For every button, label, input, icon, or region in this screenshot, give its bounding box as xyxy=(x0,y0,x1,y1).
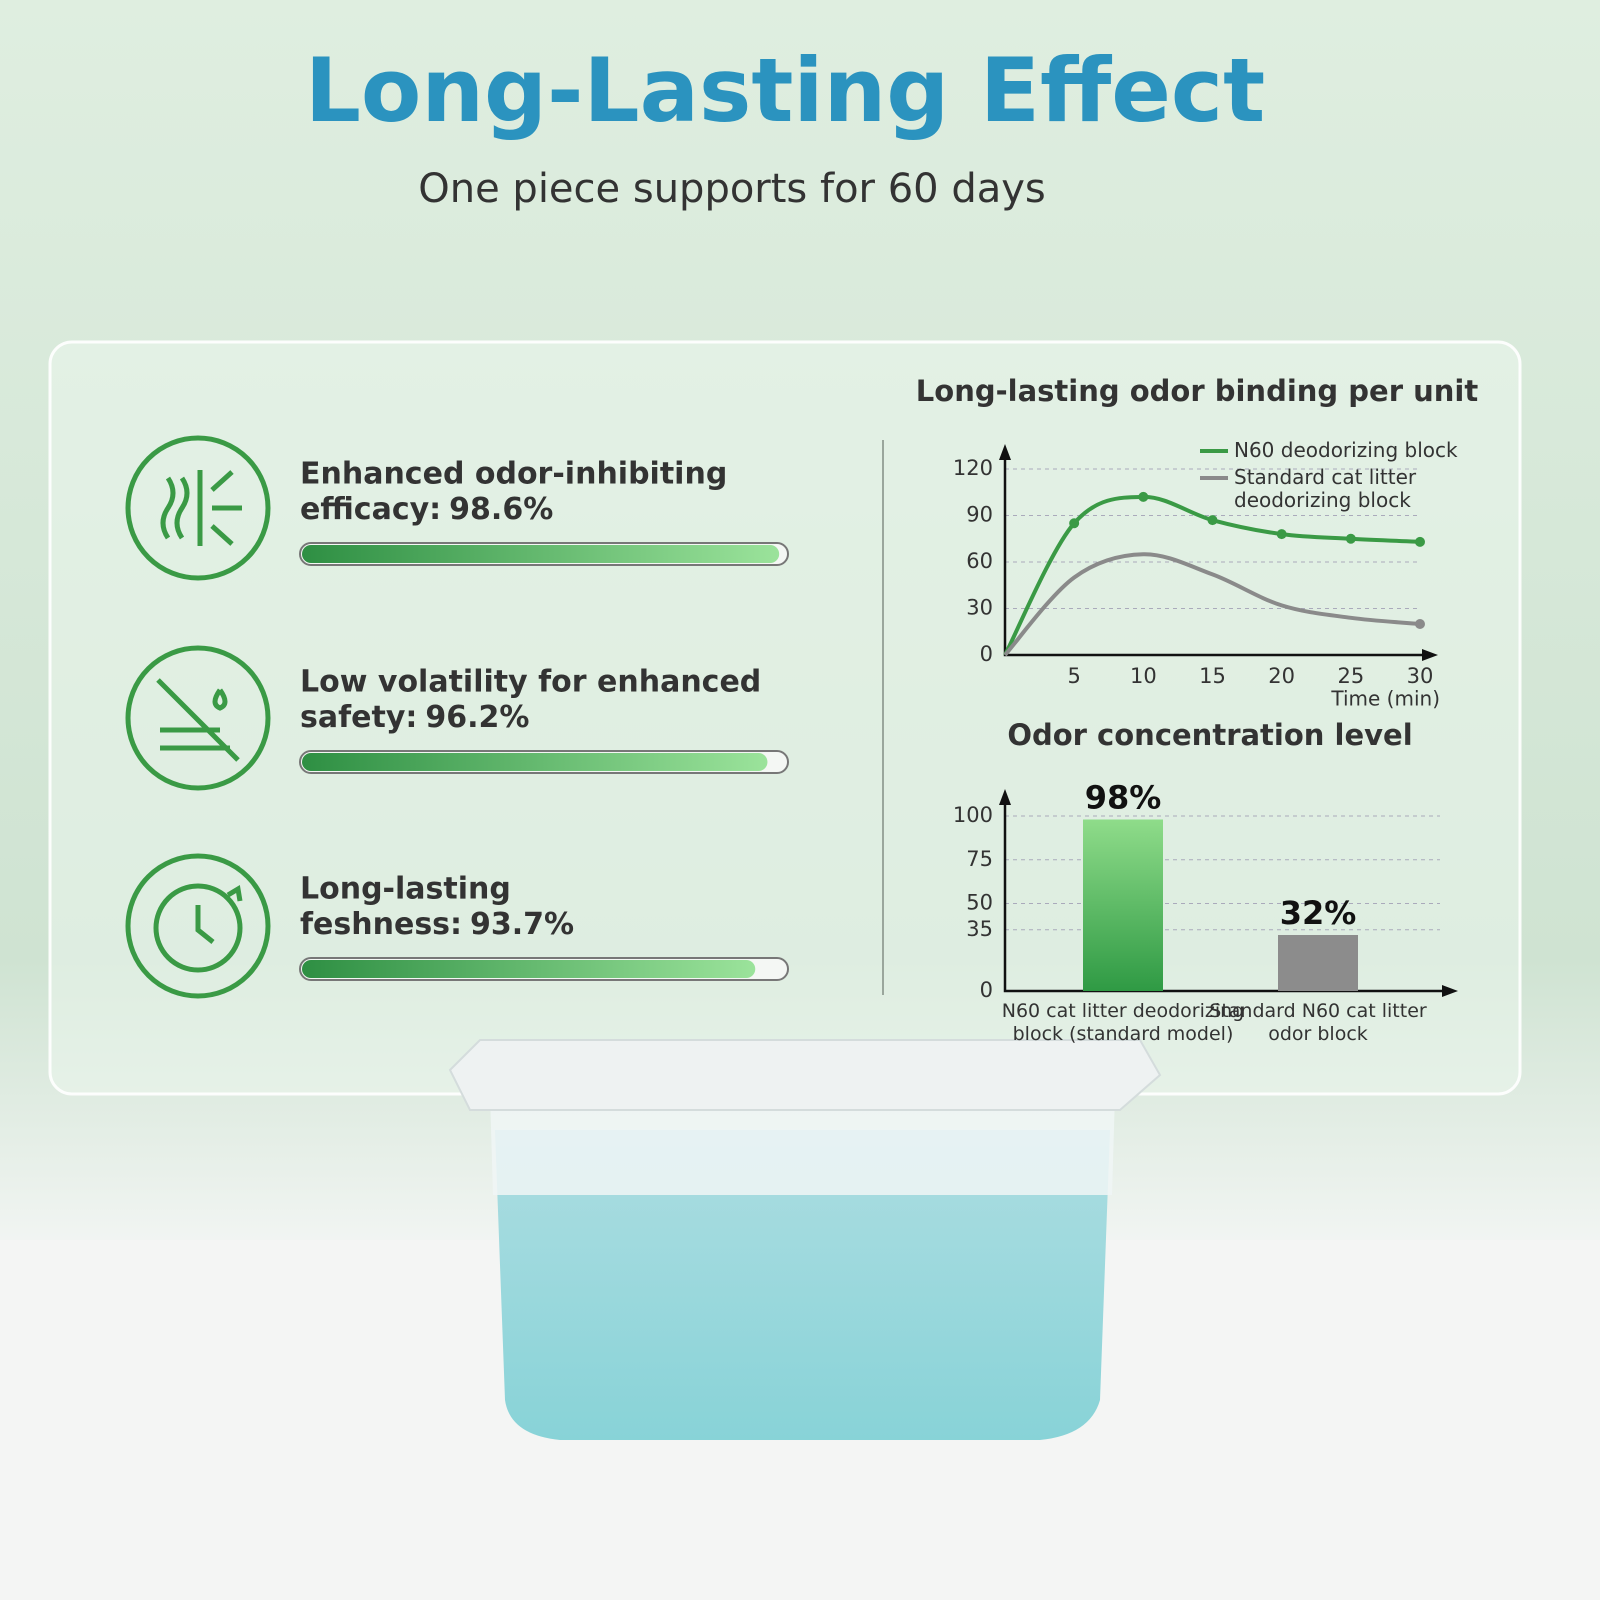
bar xyxy=(1278,935,1358,991)
feature-label: efficacy: xyxy=(300,492,441,527)
feature-label: safety: xyxy=(300,700,417,735)
y-tick-label: 120 xyxy=(953,456,993,480)
point xyxy=(1345,533,1356,544)
point xyxy=(1415,536,1425,547)
feature-label: Long-lasting xyxy=(300,872,511,907)
x-tick-label: 20 xyxy=(1268,664,1295,688)
y-tick-label: 50 xyxy=(966,891,993,915)
chart-title: Long-lasting odor binding per unit xyxy=(916,374,1479,408)
feature-label: feshness: 93.7% xyxy=(300,907,574,942)
value-label: 98% xyxy=(1085,779,1162,817)
point xyxy=(1207,515,1218,526)
feature-label: efficacy: 98.6% xyxy=(300,492,553,527)
progress-fill xyxy=(302,960,756,978)
y-tick-label: 35 xyxy=(966,917,993,941)
x-tick-label: 5 xyxy=(1067,664,1080,688)
x-axis-label: Time (min) xyxy=(1330,687,1440,711)
x-tick-label: N60 cat litter deodorizing block (standa… xyxy=(1001,1000,1245,1045)
x-tick-label: Standard N60 cat litter odor block xyxy=(1209,1000,1427,1045)
y-tick-label: 0 xyxy=(980,642,993,666)
y-tick-label: 60 xyxy=(966,549,993,573)
chart-title: Odor concentration level xyxy=(1007,718,1412,752)
feature-label: Low volatility for enhanced xyxy=(300,665,761,700)
y-tick-label: 30 xyxy=(966,596,993,620)
feature-label: Enhanced odor-inhibiting xyxy=(300,457,727,492)
progress-fill xyxy=(302,753,768,771)
feature-value: 93.7% xyxy=(470,907,574,942)
title: Long-Lasting Effect xyxy=(305,39,1265,142)
product-box xyxy=(448,1039,1162,1440)
feature-label: feshness: xyxy=(300,907,462,942)
x-tick-label: 30 xyxy=(1407,664,1434,688)
value-label: 32% xyxy=(1280,894,1357,932)
y-tick-label: 75 xyxy=(966,847,993,871)
point xyxy=(1069,518,1080,529)
feature-label: safety: 96.2% xyxy=(300,700,529,735)
y-tick-label: 100 xyxy=(953,803,993,827)
line xyxy=(1003,552,1421,657)
point xyxy=(1276,529,1287,540)
x-tick-label: 15 xyxy=(1199,664,1226,688)
legend-label: Standard cat litter deodorizing block xyxy=(1234,465,1417,512)
y-tick-label: 0 xyxy=(980,978,993,1002)
feature-value: 98.6% xyxy=(449,492,553,527)
progress-fill xyxy=(302,545,780,563)
subtitle: One piece supports for 60 days xyxy=(418,166,1045,212)
point xyxy=(1415,619,1425,629)
x-tick-label: 10 xyxy=(1130,664,1157,688)
point xyxy=(1138,491,1149,502)
y-tick-label: 90 xyxy=(966,503,993,527)
icons xyxy=(125,435,271,999)
feature-value: 96.2% xyxy=(425,700,529,735)
legend-label: N60 deodorizing block xyxy=(1234,438,1458,462)
bar xyxy=(1083,819,1163,991)
x-tick-label: 25 xyxy=(1337,664,1364,688)
